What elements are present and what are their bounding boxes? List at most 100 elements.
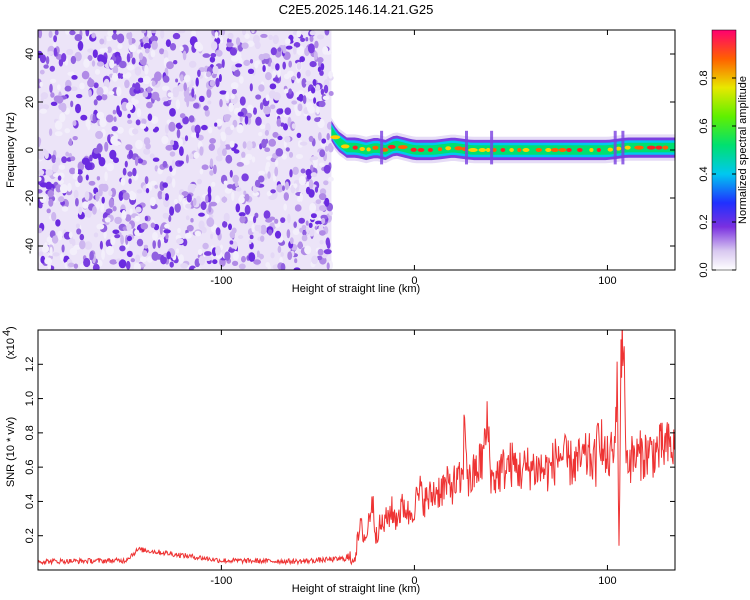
noise-blob	[242, 141, 247, 149]
noise-blob	[103, 78, 110, 89]
noise-blob	[263, 105, 271, 115]
noise-blob	[302, 230, 307, 236]
noise-blob	[144, 215, 149, 221]
noise-blob	[69, 30, 76, 36]
noise-blob	[280, 263, 286, 270]
noise-blob	[190, 184, 197, 189]
noise-blob	[274, 230, 282, 239]
noise-blob	[282, 44, 287, 54]
y-tick-label: 0.8	[24, 425, 36, 440]
noise-blob	[116, 126, 124, 134]
noise-blob	[325, 237, 330, 247]
band-hotspot	[624, 145, 631, 150]
noise-blob	[185, 215, 190, 221]
band-hotspot	[410, 147, 417, 152]
noise-blob	[48, 30, 53, 38]
noise-blob	[57, 175, 62, 181]
noise-blob	[141, 118, 147, 125]
noise-blob	[71, 75, 78, 80]
noise-blob	[109, 259, 118, 265]
noise-blob	[313, 97, 317, 104]
noise-blob	[211, 181, 216, 187]
snr-series-line	[38, 330, 675, 566]
band-hotspot	[646, 145, 656, 150]
noise-blob	[194, 124, 201, 134]
noise-blob	[58, 164, 66, 170]
noise-blob	[282, 61, 287, 70]
noise-blob	[168, 121, 176, 132]
noise-blob	[157, 190, 163, 200]
noise-blob	[239, 96, 246, 106]
noise-blob	[169, 43, 177, 51]
noise-blob	[301, 234, 308, 242]
noise-blob	[125, 73, 131, 79]
noise-blob	[185, 203, 192, 209]
noise-blob	[298, 90, 304, 96]
noise-blob	[83, 58, 90, 68]
noise-blob	[213, 164, 217, 175]
band-hotspot	[607, 147, 613, 152]
noise-blob	[79, 233, 85, 241]
noise-blob	[151, 80, 156, 87]
noise-blob	[126, 235, 132, 242]
noise-blob	[45, 56, 50, 65]
noise-blob	[84, 241, 93, 250]
noise-blob	[116, 86, 122, 97]
noise-blob	[57, 230, 63, 241]
noise-blob	[93, 99, 98, 106]
noise-blob	[152, 231, 158, 241]
noise-blob	[308, 189, 315, 198]
noise-blob	[122, 73, 127, 79]
noise-blob	[38, 30, 43, 39]
noise-blob	[151, 30, 157, 34]
noise-blob	[182, 50, 187, 61]
noise-blob	[322, 95, 330, 101]
noise-blob	[104, 141, 109, 152]
noise-blob	[232, 260, 239, 266]
noise-blob	[181, 191, 189, 196]
noise-blob	[206, 217, 215, 228]
noise-blob	[38, 227, 43, 234]
noise-blob	[85, 30, 90, 37]
noise-blob	[151, 40, 158, 50]
noise-blob	[248, 239, 252, 245]
noise-blob	[92, 263, 100, 270]
noise-blob	[239, 115, 243, 123]
noise-blob	[150, 50, 156, 58]
noise-blob	[59, 112, 66, 123]
noise-blob	[251, 30, 255, 34]
noise-blob	[134, 66, 142, 76]
noise-blob	[283, 73, 290, 80]
noise-blob	[97, 54, 105, 63]
noise-blob	[218, 74, 222, 82]
band-hotspot	[454, 146, 463, 151]
noise-blob	[179, 146, 184, 157]
noise-blob	[246, 140, 253, 151]
noise-blob	[209, 56, 216, 63]
noise-blob	[241, 151, 246, 158]
noise-blob	[263, 210, 271, 220]
noise-blob	[241, 173, 249, 182]
noise-blob	[38, 169, 45, 176]
noise-blob	[319, 230, 326, 236]
noise-blob	[88, 89, 92, 98]
noise-blob	[308, 179, 314, 190]
noise-blob	[230, 82, 239, 90]
noise-blob	[302, 95, 307, 105]
noise-blob	[109, 149, 117, 160]
noise-blob	[107, 46, 112, 54]
noise-blob	[125, 260, 131, 270]
noise-blob	[89, 154, 93, 162]
noise-blob	[101, 196, 105, 204]
noise-blob	[265, 72, 272, 81]
noise-blob	[108, 90, 115, 96]
noise-blob	[43, 64, 49, 69]
noise-blob	[304, 245, 312, 255]
noise-blob	[318, 205, 327, 212]
noise-blob	[288, 60, 293, 68]
noise-blob	[145, 188, 150, 194]
noise-blob	[319, 162, 325, 167]
noise-blob	[75, 103, 81, 114]
noise-blob	[159, 48, 165, 55]
noise-blob	[221, 133, 227, 142]
